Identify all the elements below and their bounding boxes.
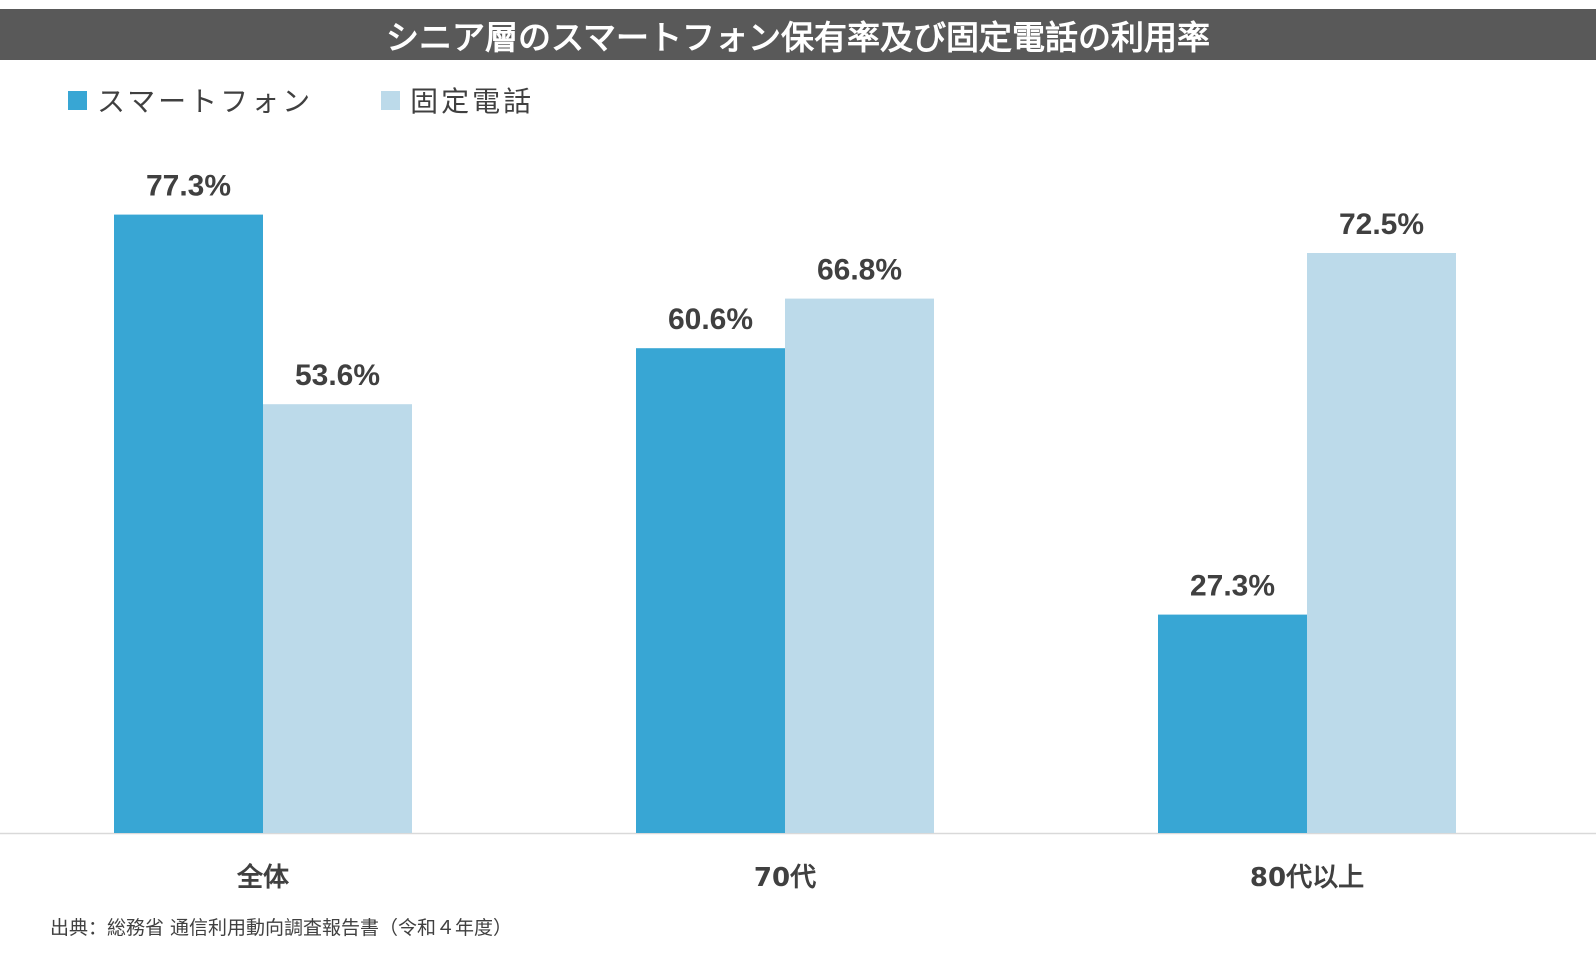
bar-landline-2 — [1307, 253, 1456, 833]
x-tick-label-1: 70代 — [754, 863, 816, 893]
x-tick-label-2: 80代以上 — [1250, 863, 1364, 893]
bar-smartphone-2 — [1158, 614, 1307, 833]
bar-landline-0 — [263, 404, 412, 833]
bar-smartphone-1 — [636, 348, 785, 833]
legend-swatch-smartphone — [68, 90, 87, 110]
legend-swatch-landline — [381, 90, 401, 110]
source-note: 出典：総務省 通信利用動向調査報告書（令和４年度） — [50, 917, 513, 939]
chart-title: シニア層のスマートフォン保有率及び固定電話の利用率 — [385, 17, 1210, 57]
title-bar: シニア層のスマートフォン保有率及び固定電話の利用率 — [0, 9, 1596, 60]
data-label-smartphone-1: 60.6% — [668, 303, 753, 336]
legend-label-smartphone: スマートフォン — [97, 85, 314, 118]
data-label-smartphone-2: 27.3% — [1190, 570, 1275, 603]
data-label-landline-2: 72.5% — [1339, 208, 1424, 241]
legend-label-landline: 固定電話 — [410, 85, 535, 118]
data-label-landline-1: 66.8% — [817, 254, 902, 287]
chart-legend: スマートフォン 固定電話 — [68, 80, 602, 120]
x-tick-label-0: 全体 — [236, 862, 290, 893]
bar-landline-1 — [785, 298, 934, 834]
legend-item-smartphone: スマートフォン — [68, 80, 313, 120]
data-label-landline-0: 53.6% — [295, 359, 380, 392]
bar-smartphone-0 — [114, 214, 263, 834]
data-label-smartphone-0: 77.3% — [146, 170, 231, 203]
legend-item-landline: 固定電話 — [381, 80, 534, 120]
